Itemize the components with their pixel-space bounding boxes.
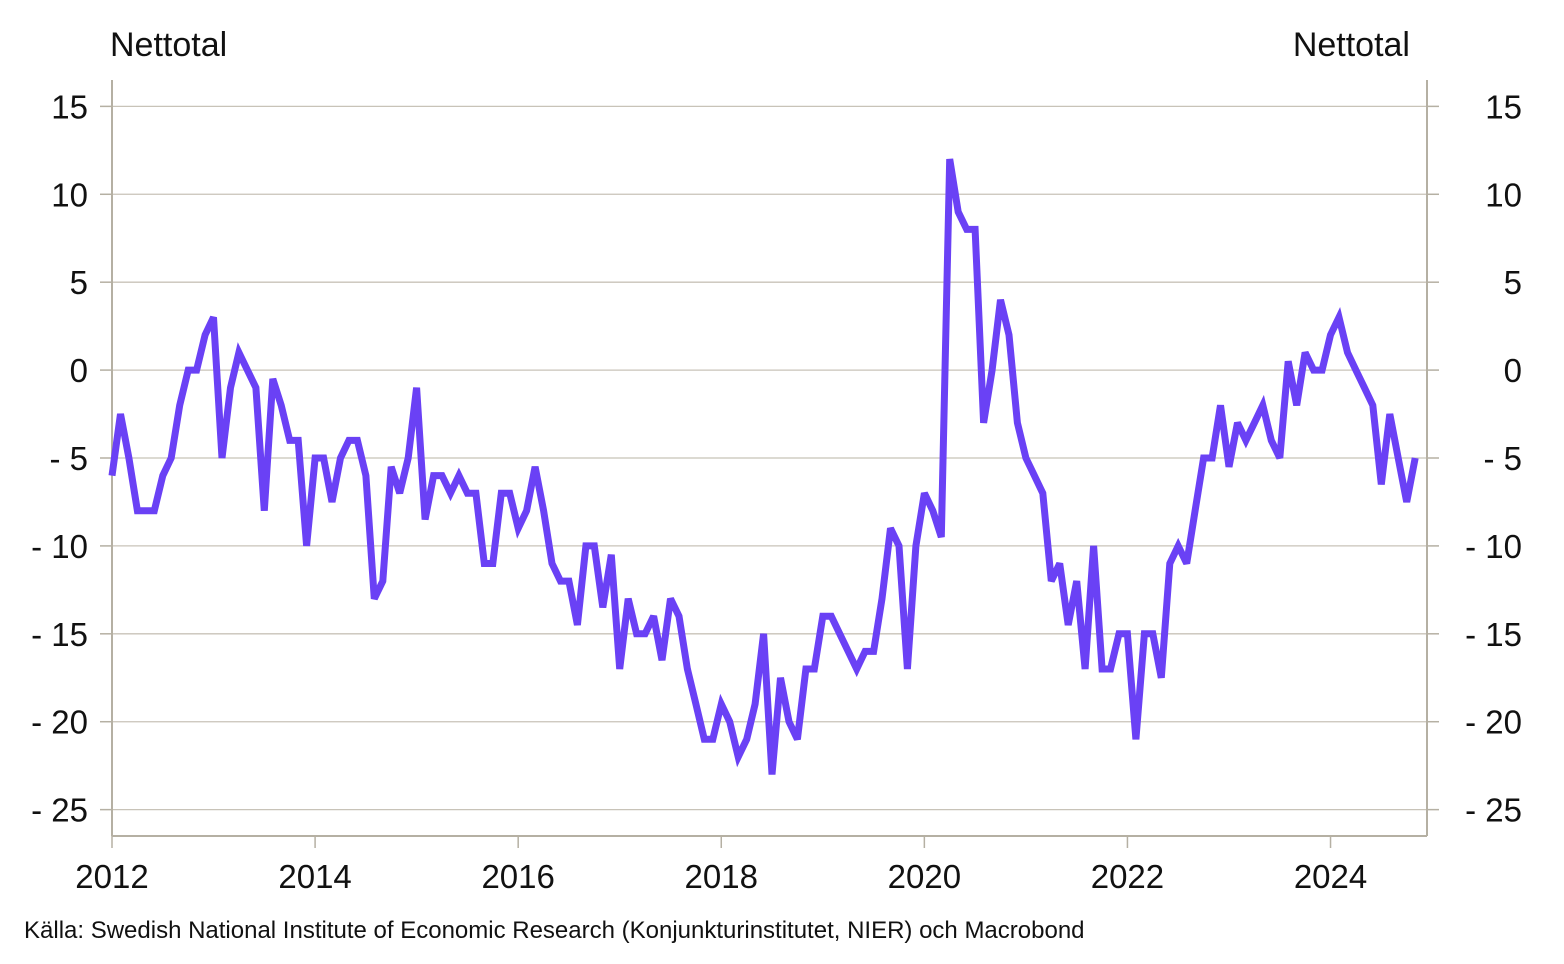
gridlines <box>112 105 1427 811</box>
y-tick-label-left: 5 <box>70 264 88 301</box>
y-tick-label-right: - 5 <box>1483 440 1522 477</box>
y-tick-label-right: - 10 <box>1465 528 1522 565</box>
y-tick-label-left: - 5 <box>49 440 88 477</box>
y-tick-label-right: - 25 <box>1465 792 1522 829</box>
y-tick-label-right: - 20 <box>1465 704 1522 741</box>
y-tick-label-right: - 15 <box>1465 616 1522 653</box>
y-tick-label-right: 15 <box>1485 88 1522 125</box>
y-tick-label-left: - 20 <box>31 704 88 741</box>
y-tick-label-left: - 15 <box>31 616 88 653</box>
x-tick-label: 2018 <box>685 858 758 895</box>
x-tick-labels: 2012 2014 2016 2018 2020 2022 2024 <box>75 858 1367 895</box>
y-axis-label-left: Nettotal <box>110 26 228 64</box>
y-tick-label-right: 10 <box>1485 176 1522 213</box>
y-tick-labels-right: 15 10 5 0 - 5 - 10 - 15 - 20 - 25 <box>1465 88 1522 828</box>
y-tick-label-right: 5 <box>1504 264 1522 301</box>
source-note: Källa: Swedish National Institute of Eco… <box>24 917 1085 944</box>
y-tick-label-left: - 25 <box>31 792 88 829</box>
x-tick-label: 2016 <box>481 858 554 895</box>
x-tick-label: 2024 <box>1294 858 1367 895</box>
x-tick-label: 2020 <box>888 858 961 895</box>
y-tick-label-left: 15 <box>51 88 88 125</box>
x-tick-label: 2022 <box>1091 858 1164 895</box>
y-tick-label-left: - 10 <box>31 528 88 565</box>
y-tick-labels-left: 15 10 5 0 - 5 - 10 - 15 - 20 - 25 <box>31 88 88 828</box>
x-tick-label: 2012 <box>75 858 148 895</box>
x-tick-label: 2014 <box>278 858 351 895</box>
y-tick-label-left: 0 <box>70 352 88 389</box>
series <box>108 158 1419 775</box>
y-tick-label-right: 0 <box>1504 352 1522 389</box>
y-axis-label-right: Nettotal <box>1292 26 1410 64</box>
y-tick-label-left: 10 <box>51 176 88 213</box>
series-line <box>108 158 1419 775</box>
